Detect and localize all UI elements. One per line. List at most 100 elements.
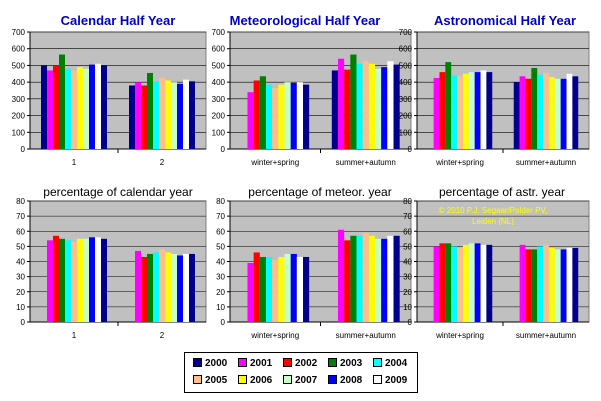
bar-2008 bbox=[474, 243, 481, 322]
bar-2001 bbox=[135, 250, 141, 322]
y-tick-label: 600 bbox=[12, 45, 26, 54]
x-tick-label: 2 bbox=[160, 331, 165, 340]
legend-label: 2004 bbox=[385, 358, 408, 369]
legend-swatch bbox=[373, 374, 382, 384]
y-tick-label: 100 bbox=[399, 128, 413, 137]
bar-2005 bbox=[457, 247, 463, 322]
bar-2006 bbox=[278, 256, 285, 322]
y-tick-label: 60 bbox=[216, 227, 225, 236]
bar-2006 bbox=[165, 80, 171, 149]
bar-2000 bbox=[129, 85, 135, 149]
y-tick-label: 200 bbox=[12, 112, 26, 121]
legend-label: 2005 bbox=[205, 375, 228, 386]
y-tick-label: 700 bbox=[12, 28, 26, 37]
legend-item-2008: 2008 bbox=[328, 374, 362, 388]
bar-2005 bbox=[159, 77, 165, 149]
y-tick-label: 20 bbox=[403, 288, 412, 297]
bar-2004 bbox=[356, 63, 363, 149]
legend-label: 2003 bbox=[340, 358, 363, 369]
bar-2002 bbox=[525, 249, 532, 322]
bar-2001 bbox=[337, 229, 345, 322]
bar-2008 bbox=[89, 64, 95, 149]
bar-2001 bbox=[135, 82, 141, 149]
bar-2002 bbox=[439, 72, 446, 149]
bar-2001 bbox=[337, 58, 345, 149]
bar-2007 bbox=[83, 238, 89, 322]
legend-swatch bbox=[193, 357, 202, 367]
bar-2006 bbox=[462, 244, 469, 322]
bar-2003 bbox=[350, 54, 357, 149]
bar-2008 bbox=[381, 67, 388, 149]
copyright-annotation: © 2010 P.J. Segaar/Polder PV, bbox=[439, 206, 548, 215]
y-tick-label: 20 bbox=[216, 288, 225, 297]
y-tick-label: 500 bbox=[399, 61, 413, 70]
legend-label: 2008 bbox=[340, 375, 363, 386]
y-tick-label: 400 bbox=[12, 78, 26, 87]
bar-2003 bbox=[59, 238, 65, 322]
y-tick-label: 300 bbox=[212, 95, 226, 104]
chart-title: percentage of astr. year bbox=[439, 185, 565, 199]
y-tick-label: 0 bbox=[21, 145, 26, 154]
legend-label: 2001 bbox=[250, 358, 273, 369]
bar-2007 bbox=[284, 253, 291, 322]
bar-2007 bbox=[171, 82, 177, 149]
bar-2009 bbox=[387, 61, 394, 149]
y-tick-label: 10 bbox=[16, 303, 25, 312]
bar-2000 bbox=[101, 238, 107, 322]
bar-2004 bbox=[537, 74, 544, 149]
bar-2006 bbox=[368, 235, 376, 322]
bar-2002 bbox=[141, 85, 147, 149]
y-tick-label: 10 bbox=[216, 303, 225, 312]
legend-label: 2006 bbox=[250, 375, 273, 386]
bar-2008 bbox=[474, 72, 481, 149]
bar-2007 bbox=[468, 243, 475, 322]
bar-2009 bbox=[296, 82, 304, 149]
bar-2007 bbox=[468, 72, 475, 149]
x-tick-label: 2 bbox=[160, 158, 165, 167]
bar-2005 bbox=[543, 244, 549, 322]
bar-2008 bbox=[89, 237, 95, 322]
legend-item-2006: 2006 bbox=[238, 374, 272, 388]
bar-2002 bbox=[141, 256, 147, 322]
bar-2005 bbox=[71, 241, 77, 322]
x-tick-label: 1 bbox=[72, 158, 77, 167]
bar-2001 bbox=[247, 263, 254, 322]
x-tick-label: winter+spring bbox=[435, 158, 484, 167]
bar-2001 bbox=[519, 76, 526, 149]
y-tick-label: 200 bbox=[212, 112, 226, 121]
bar-2007 bbox=[554, 249, 561, 322]
bar-2000 bbox=[572, 247, 579, 322]
bar-2005 bbox=[362, 232, 369, 322]
bar-2007 bbox=[375, 238, 382, 322]
y-tick-label: 70 bbox=[216, 212, 225, 221]
bar-2003 bbox=[259, 256, 266, 322]
legend-swatch bbox=[328, 374, 337, 384]
y-tick-label: 500 bbox=[12, 61, 26, 70]
bar-2002 bbox=[253, 80, 260, 149]
x-tick-label: winter+spring bbox=[250, 158, 299, 167]
bar-2001 bbox=[433, 77, 440, 149]
bar-2003 bbox=[259, 76, 266, 149]
bar-2003 bbox=[531, 249, 538, 322]
bar-2000 bbox=[101, 65, 107, 149]
y-tick-label: 50 bbox=[16, 242, 25, 251]
y-tick-label: 200 bbox=[399, 112, 413, 121]
bar-2002 bbox=[525, 78, 532, 149]
y-tick-label: 40 bbox=[403, 258, 412, 267]
bar-2002 bbox=[344, 69, 351, 149]
bar-2003 bbox=[445, 62, 452, 150]
bar-2004 bbox=[537, 246, 544, 322]
y-tick-label: 70 bbox=[403, 212, 412, 221]
bar-2001 bbox=[519, 244, 526, 322]
legend-label: 2000 bbox=[205, 358, 228, 369]
bar-2009 bbox=[296, 256, 304, 322]
chart-title: Astronomical Half Year bbox=[434, 13, 576, 28]
x-tick-label: summer+autumn bbox=[516, 158, 576, 167]
y-tick-label: 70 bbox=[16, 212, 25, 221]
legend-item-2004: 2004 bbox=[373, 357, 407, 371]
y-tick-label: 600 bbox=[399, 45, 413, 54]
y-tick-label: 80 bbox=[403, 197, 412, 206]
y-tick-label: 40 bbox=[216, 258, 225, 267]
chart-title: Meteorological Half Year bbox=[230, 13, 381, 28]
bar-2006 bbox=[368, 63, 376, 149]
